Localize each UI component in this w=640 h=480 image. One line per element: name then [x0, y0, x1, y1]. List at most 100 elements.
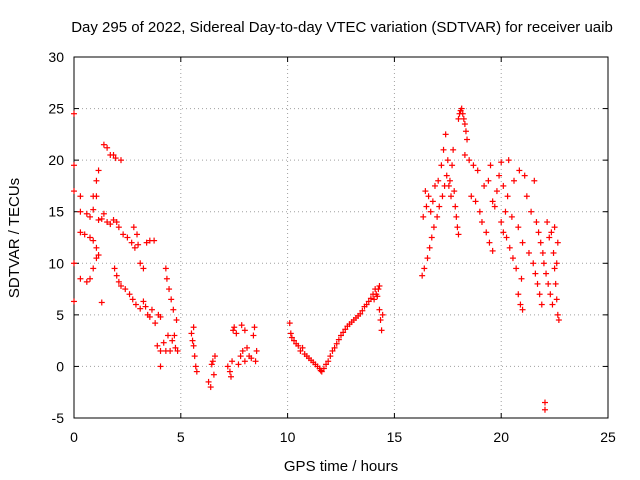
data-point	[90, 206, 97, 213]
data-point	[331, 344, 338, 351]
data-point	[423, 203, 430, 210]
data-point	[541, 399, 548, 406]
data-point	[547, 291, 554, 298]
data-point	[83, 210, 90, 217]
data-point	[431, 182, 438, 189]
data-point	[340, 329, 347, 336]
data-point	[233, 330, 240, 337]
x-tick-label: 20	[493, 429, 509, 445]
data-point	[540, 260, 547, 267]
data-point	[439, 193, 446, 200]
data-point	[534, 280, 541, 287]
data-point	[209, 358, 216, 365]
data-point	[288, 334, 295, 341]
data-point	[435, 177, 442, 184]
data-point	[555, 317, 562, 324]
data-point	[83, 278, 90, 285]
data-point	[458, 105, 465, 112]
data-point	[371, 296, 378, 303]
data-point	[71, 188, 77, 195]
data-point	[513, 265, 520, 272]
data-point	[134, 231, 141, 238]
data-point	[359, 307, 366, 314]
axis-ticks: 0 5 10 15 20 25 -5 0 5 10 15 20 25 30	[48, 49, 616, 445]
data-point	[515, 224, 522, 231]
data-point	[478, 219, 485, 226]
data-point	[553, 296, 560, 303]
data-point	[188, 330, 195, 337]
data-point	[235, 361, 242, 368]
data-point	[170, 306, 177, 313]
y-tick-label: 0	[56, 358, 64, 374]
data-point	[455, 115, 462, 122]
data-point	[474, 167, 481, 174]
data-point	[425, 193, 432, 200]
data-point	[244, 344, 251, 351]
data-point	[521, 172, 528, 179]
data-point	[535, 229, 542, 236]
data-point	[493, 188, 500, 195]
data-point	[291, 337, 298, 344]
data-point	[452, 203, 459, 210]
data-point	[140, 265, 147, 272]
data-point	[287, 330, 294, 337]
data-point	[286, 320, 293, 327]
data-point	[528, 208, 535, 215]
data-point	[548, 229, 555, 236]
data-point	[421, 265, 428, 272]
data-point	[443, 172, 450, 179]
data-point	[538, 301, 545, 308]
data-point	[505, 157, 512, 164]
data-point	[71, 298, 77, 305]
data-point	[208, 361, 215, 368]
data-point	[486, 239, 493, 246]
data-points	[71, 105, 562, 413]
data-point	[365, 298, 372, 305]
data-point	[466, 157, 473, 164]
data-point	[115, 278, 122, 285]
data-point	[419, 272, 426, 279]
data-point	[338, 332, 344, 339]
data-point	[554, 311, 561, 318]
data-point	[541, 406, 548, 413]
data-point	[251, 324, 258, 331]
gridlines	[74, 57, 608, 418]
data-point	[252, 358, 259, 365]
data-point	[122, 286, 129, 293]
data-point	[426, 244, 433, 251]
data-point	[363, 301, 370, 308]
data-point	[131, 244, 138, 251]
data-point	[110, 216, 117, 223]
data-point	[77, 193, 84, 200]
data-point	[299, 344, 306, 351]
data-point	[77, 208, 84, 215]
data-point	[113, 219, 120, 226]
y-tick-label: 20	[48, 152, 64, 168]
data-point	[420, 213, 427, 220]
data-point	[77, 229, 84, 236]
data-point	[472, 198, 479, 205]
data-point	[93, 177, 100, 184]
data-point	[429, 198, 436, 205]
data-point	[231, 324, 238, 331]
data-point	[241, 327, 248, 334]
data-point	[552, 280, 559, 287]
data-point	[210, 371, 217, 378]
data-point	[376, 306, 383, 313]
data-point	[544, 219, 551, 226]
x-tick-label: 10	[280, 429, 296, 445]
data-point	[500, 229, 507, 236]
data-point	[327, 353, 334, 360]
data-point	[500, 182, 507, 189]
data-point	[113, 272, 120, 279]
data-point	[190, 342, 197, 349]
data-point	[489, 247, 496, 254]
data-point	[377, 317, 384, 324]
data-point	[93, 244, 100, 251]
data-point	[551, 265, 558, 272]
y-axis-label: SDTVAR / TECUs	[6, 178, 23, 298]
data-point	[424, 255, 431, 262]
data-point	[95, 216, 102, 223]
data-point	[464, 136, 471, 143]
data-point	[519, 239, 526, 246]
